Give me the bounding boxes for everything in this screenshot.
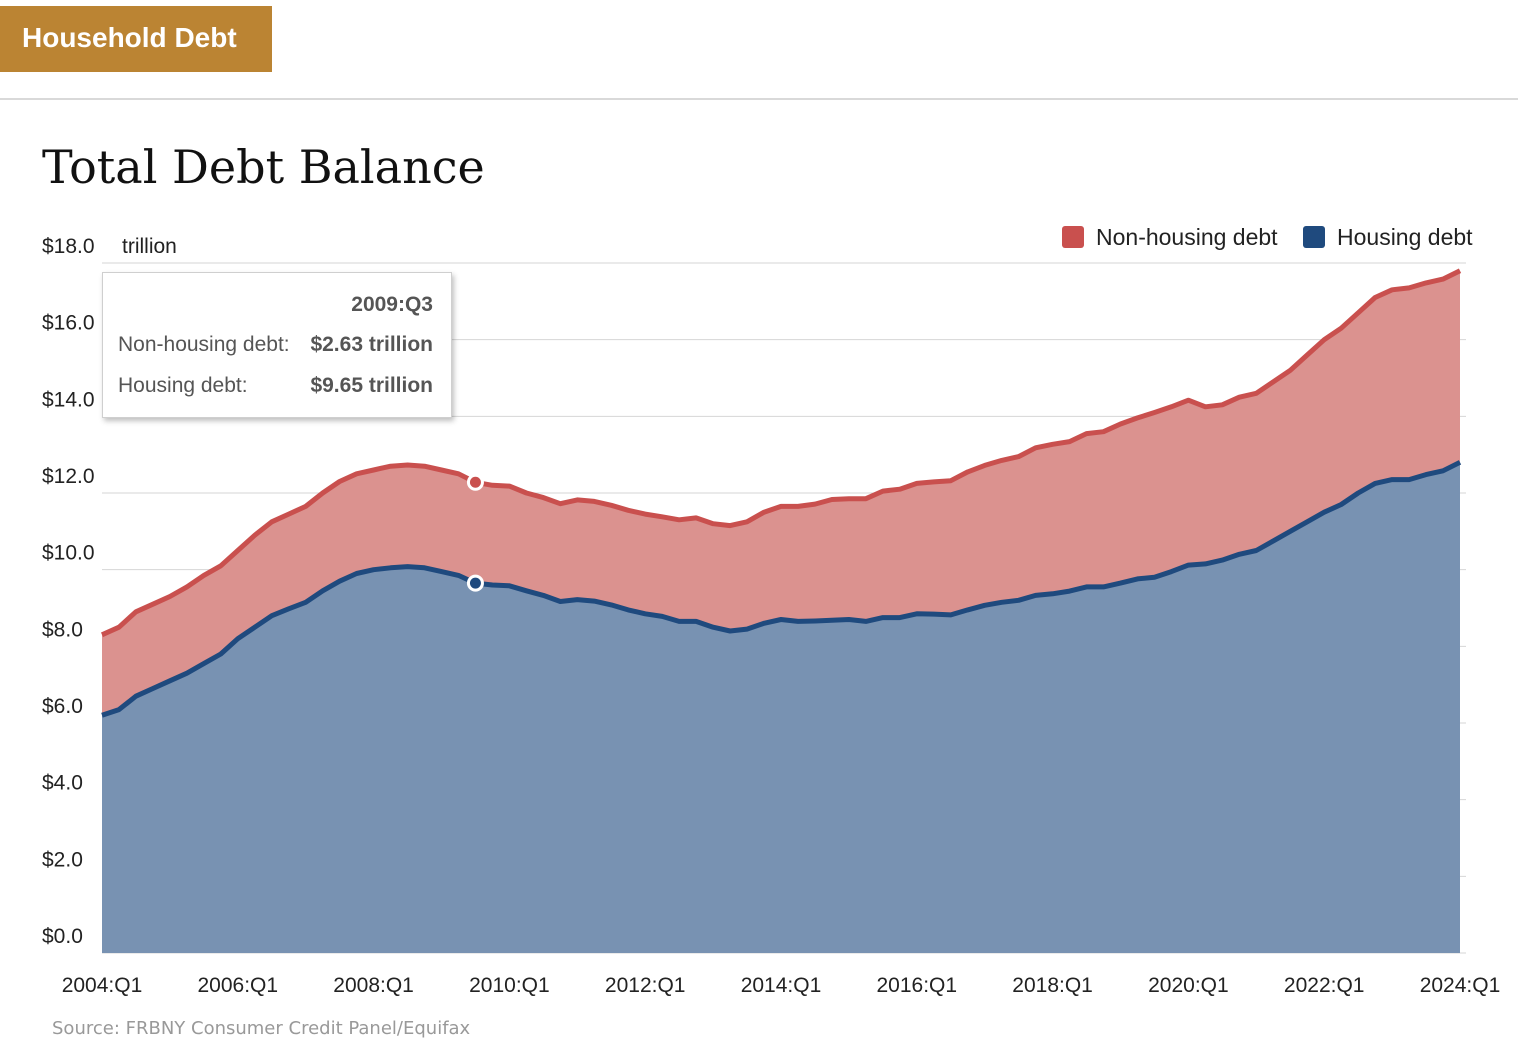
y-tick-label: $10.0 — [42, 542, 95, 565]
line-housing-debt[interactable] — [101, 460, 1462, 718]
x-tick-label: 2008:Q1 — [333, 974, 414, 997]
tooltip-value-housing: $9.65 trillion — [310, 374, 433, 397]
x-tick-label: 2014:Q1 — [741, 974, 822, 997]
section-tag[interactable]: Household Debt — [0, 6, 272, 72]
x-tick-label: 2020:Q1 — [1148, 974, 1229, 997]
legend-swatch-nonhousing — [1062, 226, 1084, 248]
series-lines — [100, 268, 1462, 718]
page-title: Total Debt Balance — [42, 140, 485, 194]
header-divider — [0, 98, 1518, 100]
x-axis: 2004:Q1 2006:Q1 2008:Q1 2010:Q1 2012:Q1 2014:… — [62, 974, 1501, 997]
x-tick-label: 2010:Q1 — [469, 974, 550, 997]
legend-swatch-housing — [1303, 226, 1325, 248]
y-tick-label: $14.0 — [42, 388, 95, 411]
x-tick-label: 2022:Q1 — [1284, 974, 1365, 997]
chart-tooltip: 2009:Q3 Non-housing debt: $2.63 trillion… — [102, 272, 452, 418]
tooltip-value-nonhousing: $2.63 trillion — [310, 333, 433, 356]
tooltip-period: 2009:Q3 — [351, 293, 433, 316]
y-tick-label: $6.0 — [42, 695, 83, 718]
y-tick-label: $8.0 — [42, 618, 83, 641]
y-tick-label: $0.0 — [42, 925, 83, 948]
hover-markers — [466, 473, 484, 592]
source-note: Source: FRBNY Consumer Credit Panel/Equi… — [52, 1018, 471, 1039]
tooltip-label-nonhousing: Non-housing debt: — [118, 333, 290, 356]
x-tick-label: 2018:Q1 — [1012, 974, 1093, 997]
x-tick-label: 2004:Q1 — [62, 974, 143, 997]
y-tick-label: $16.0 — [42, 312, 95, 335]
x-tick-label: 2024:Q1 — [1420, 974, 1501, 997]
tooltip-label-housing: Housing debt: — [118, 374, 248, 397]
line-non-housing-debt[interactable] — [100, 268, 1462, 638]
y-tick-label: $18.0 — [42, 235, 95, 258]
x-tick-label: 2012:Q1 — [605, 974, 686, 997]
x-tick-label: 2016:Q1 — [877, 974, 958, 997]
y-tick-label: $2.0 — [42, 848, 83, 871]
y-axis: $0.0 $2.0 $4.0 $6.0 $8.0 $10.0 $12.0 $14.0 $16.0… — [42, 235, 177, 948]
legend-label-nonhousing[interactable]: Non-housing debt — [1096, 224, 1278, 250]
area-non-housing-debt[interactable] — [102, 270, 1460, 716]
legend: Non-housing debt Housing debt — [1062, 224, 1473, 250]
y-tick-label: $12.0 — [42, 465, 95, 488]
y-axis-unit: trillion — [122, 235, 177, 258]
x-tick-label: 2006:Q1 — [198, 974, 279, 997]
legend-label-housing[interactable]: Housing debt — [1337, 224, 1473, 250]
y-tick-label: $4.0 — [42, 772, 83, 795]
marker-non-housing-debt — [466, 473, 484, 491]
marker-housing-debt — [466, 574, 484, 592]
